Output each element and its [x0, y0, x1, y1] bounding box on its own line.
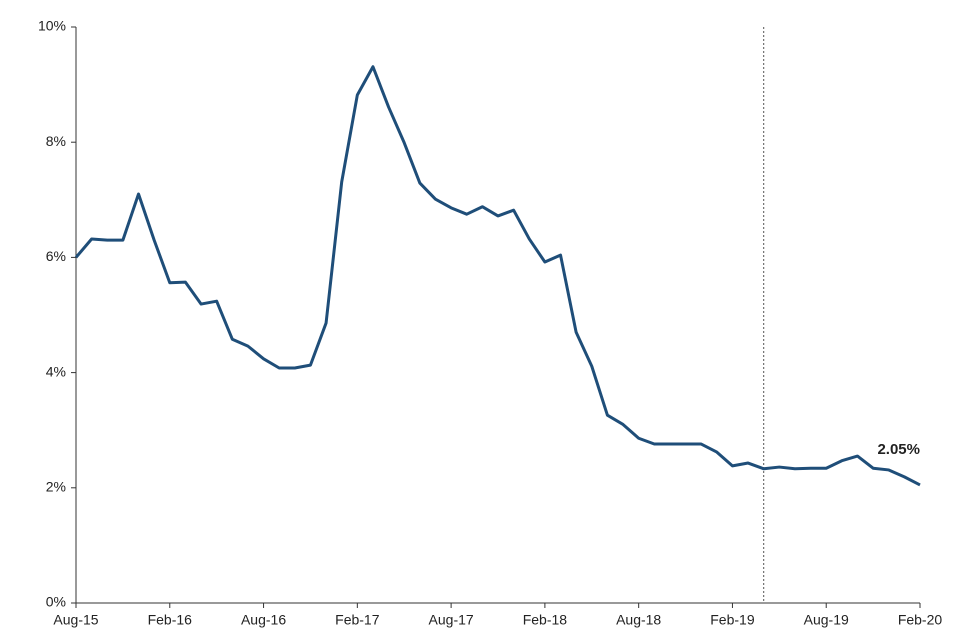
y-tick-label: 6% — [46, 248, 66, 264]
x-tick-label: Aug-17 — [429, 612, 474, 628]
x-tick-label: Feb-17 — [335, 612, 380, 628]
x-tick-label: Aug-16 — [241, 612, 286, 628]
x-tick-label: Feb-18 — [523, 612, 568, 628]
x-tick-label: Aug-18 — [616, 612, 661, 628]
x-tick-label: Feb-19 — [710, 612, 755, 628]
x-tick-label: Feb-16 — [148, 612, 193, 628]
x-tick-label: Aug-19 — [804, 612, 849, 628]
y-tick-label: 0% — [46, 594, 66, 610]
x-tick-label: Aug-15 — [53, 612, 98, 628]
x-tick-label: Feb-20 — [898, 612, 943, 628]
data-label: 2.05% — [877, 441, 920, 458]
y-tick-label: 8% — [46, 133, 66, 149]
y-tick-label: 2% — [46, 479, 66, 495]
data-line — [74, 65, 921, 487]
y-tick-label: 10% — [38, 18, 66, 34]
y-tick-label: 4% — [46, 363, 66, 379]
